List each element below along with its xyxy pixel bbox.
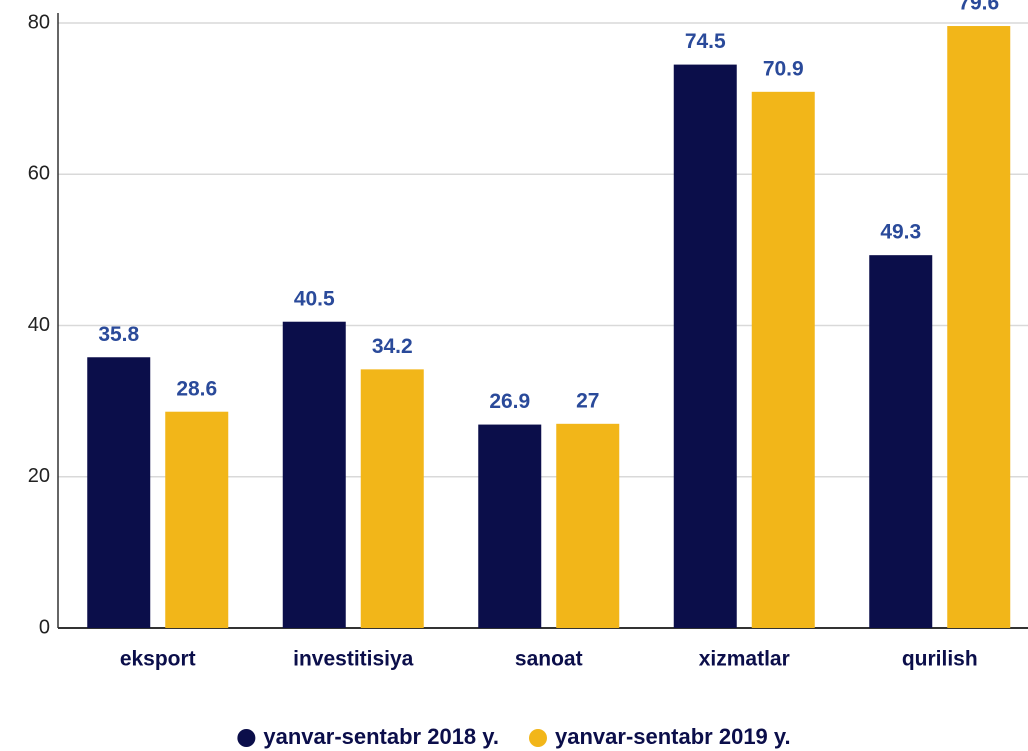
bar [87,357,151,628]
bar [751,91,815,629]
y-tick-label: 40 [28,314,50,336]
value-label: 49.3 [880,221,921,244]
value-label: 40.5 [294,287,335,310]
x-tick-label: eksport [120,648,196,671]
x-tick-label: sanoat [515,648,583,671]
bar [556,423,620,628]
value-label: 35.8 [98,323,139,346]
value-label: 34.2 [372,335,413,358]
y-tick-label: 0 [39,616,50,638]
x-tick-label: investitisiya [293,648,414,671]
value-label: 27 [576,389,599,412]
x-tick-label: xizmatlar [699,648,790,671]
bar [282,321,346,628]
y-tick-label: 80 [28,11,50,33]
bar [673,64,737,628]
y-tick-label: 20 [28,465,50,487]
bar [360,369,424,628]
legend-marker [529,729,547,747]
value-label: 79.6 [958,0,999,15]
bar [478,424,542,628]
legend-label: yanvar-sentabr 2018 y. [263,724,499,749]
bar [947,26,1011,628]
value-label: 28.6 [176,377,217,400]
value-label: 26.9 [489,390,530,413]
legend-label: yanvar-sentabr 2019 y. [555,724,791,749]
legend-marker [237,729,256,747]
value-label: 70.9 [763,57,804,80]
bar [869,255,933,628]
bar [165,411,229,628]
x-tick-label: qurilish [902,648,978,671]
value-label: 74.5 [685,30,726,53]
y-tick-label: 60 [28,163,50,185]
